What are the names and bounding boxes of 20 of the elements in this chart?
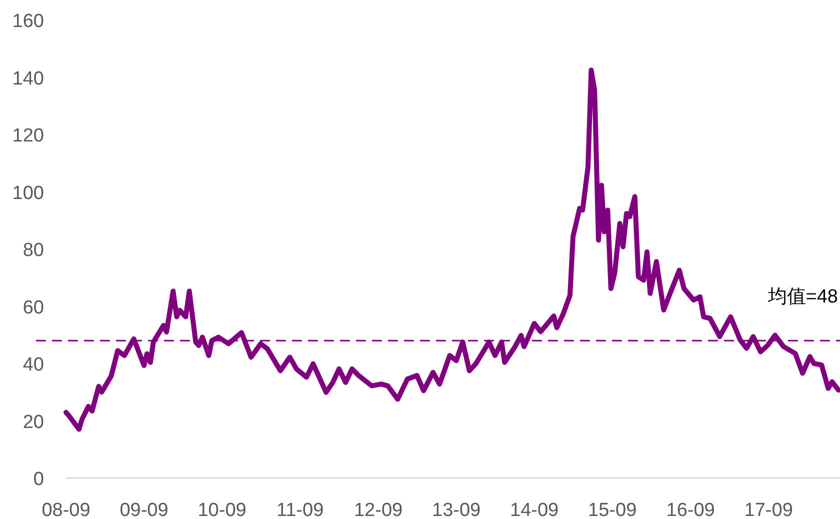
x-tick-label: 10-09	[198, 500, 246, 519]
y-tick-label: 80	[22, 240, 44, 261]
x-tick-label: 16-09	[666, 500, 715, 519]
y-tick-label: 40	[22, 354, 44, 376]
x-tick-label: 12-09	[354, 500, 403, 519]
x-tick-label: 13-09	[432, 500, 481, 519]
x-tick-label: 15-09	[588, 500, 637, 519]
x-tick-label: 14-09	[510, 500, 559, 519]
x-tick-label: 09-09	[120, 500, 168, 519]
y-tick-label: 60	[22, 297, 44, 318]
y-tick-label: 140	[12, 68, 44, 90]
y-tick-label: 0	[33, 469, 44, 490]
x-tick-label: 11-09	[276, 500, 324, 519]
y-tick-label: 20	[22, 412, 44, 433]
x-tick-label: 08-09	[42, 500, 90, 519]
x-tick-label: 17-09	[744, 500, 793, 519]
y-tick-label: 100	[12, 182, 44, 204]
y-tick-label: 120	[12, 126, 44, 146]
y-tick-label: 160	[12, 11, 44, 32]
ref-line-label: 均值=48	[766, 286, 838, 308]
